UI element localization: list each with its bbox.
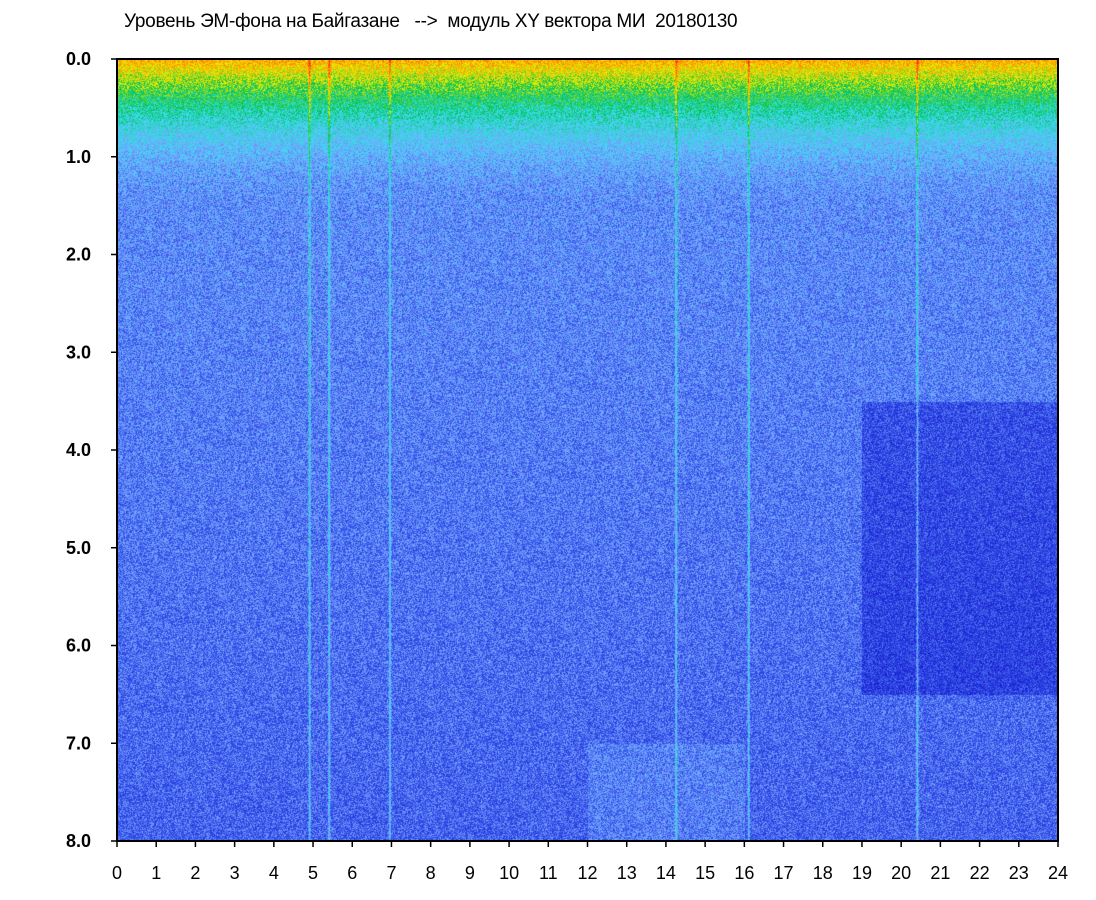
x-tick-label: 20 xyxy=(891,863,911,883)
x-tick-label: 6 xyxy=(347,863,357,883)
x-tick-label: 14 xyxy=(656,863,676,883)
y-tick-label: 1.0 xyxy=(66,147,91,167)
y-tick-label: 6.0 xyxy=(66,636,91,656)
plot-frame xyxy=(116,58,1059,842)
x-tick-label: 4 xyxy=(269,863,279,883)
x-tick-label: 10 xyxy=(499,863,519,883)
y-tick-label: 3.0 xyxy=(66,342,91,362)
x-tick-label: 11 xyxy=(539,863,558,883)
x-tick-label: 24 xyxy=(1048,863,1068,883)
x-tick-label: 18 xyxy=(813,863,833,883)
x-tick-label: 15 xyxy=(695,863,715,883)
x-tick-label: 16 xyxy=(734,863,754,883)
x-tick-label: 12 xyxy=(577,863,597,883)
y-tick-label: 5.0 xyxy=(66,538,91,558)
chart-title: Уровень ЭМ-фона на Байгазане --> модуль … xyxy=(124,11,738,32)
x-tick-label: 3 xyxy=(230,863,240,883)
y-tick-label: 2.0 xyxy=(66,245,91,265)
y-tick-label: 7.0 xyxy=(66,733,91,753)
x-tick-label: 21 xyxy=(930,863,950,883)
y-axis: 0.0 1.0 2.0 3.0 4.0 5.0 6.0 7.0 8.0 xyxy=(66,49,117,851)
x-tick-label: 19 xyxy=(852,863,872,883)
x-tick-label: 0 xyxy=(112,863,122,883)
x-axis: 0 1 2 3 4 5 6 7 8 9 10 11 12 13 14 15 16 17 18 19 20 21 22 23 24 xyxy=(112,841,1068,883)
y-tick-label: 8.0 xyxy=(66,831,91,851)
x-tick-label: 23 xyxy=(1009,863,1029,883)
x-tick-label: 2 xyxy=(190,863,200,883)
x-tick-label: 5 xyxy=(308,863,318,883)
x-tick-label: 1 xyxy=(151,863,161,883)
x-tick-label: 9 xyxy=(465,863,475,883)
x-tick-label: 7 xyxy=(386,863,396,883)
x-tick-label: 8 xyxy=(426,863,436,883)
y-tick-label: 4.0 xyxy=(66,440,91,460)
x-tick-label: 13 xyxy=(617,863,637,883)
x-tick-label: 17 xyxy=(774,863,794,883)
y-tick-label: 0.0 xyxy=(66,49,91,69)
heatmap-canvas xyxy=(117,59,1058,841)
x-tick-label: 22 xyxy=(970,863,990,883)
